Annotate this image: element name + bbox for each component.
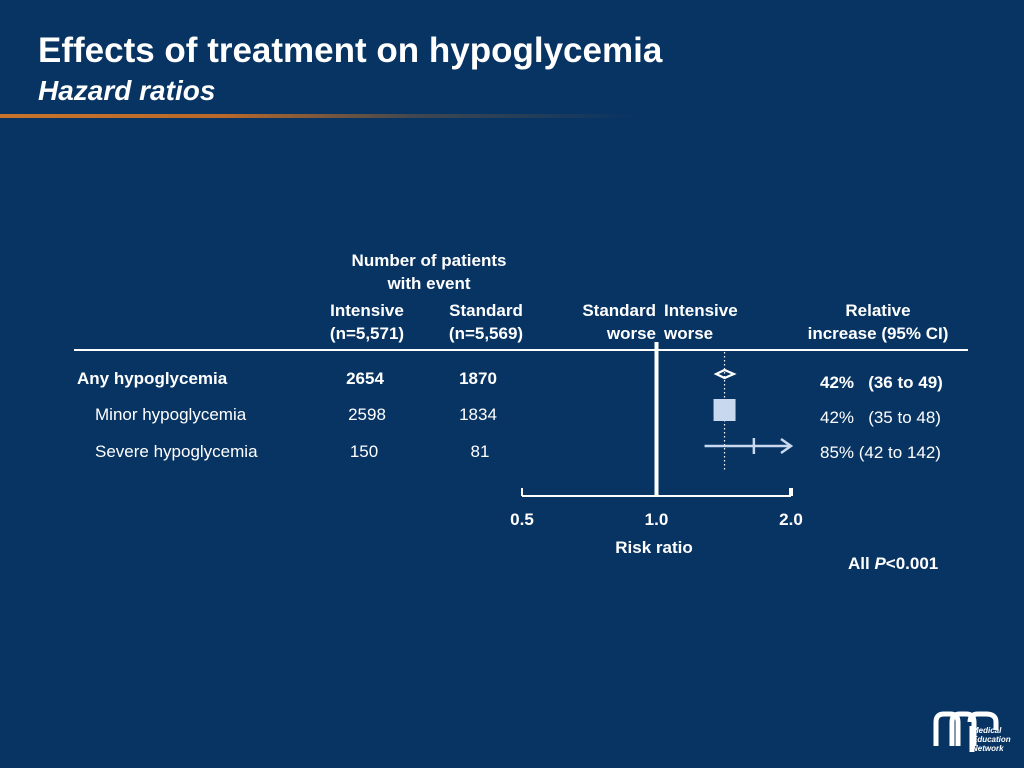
- row-any-intensive: 2654: [346, 369, 384, 388]
- patients-group-header: Number of patients with event: [351, 251, 507, 293]
- label-intensive-worse: Intensive worse: [664, 301, 738, 343]
- row-any-ci: 42% (36 to 49): [820, 373, 943, 392]
- row-label-minor: Minor hypoglycemia: [95, 405, 247, 424]
- p-value-footnote: All P<0.001: [848, 554, 938, 574]
- row-severe-intensive: 150: [349, 442, 379, 461]
- footnote-prefix: All: [848, 554, 875, 573]
- ci-arrow-2: [780, 437, 794, 455]
- x-tick-label-2: 2.0: [779, 510, 803, 529]
- row-severe-ci: 85% (42 to 142): [820, 443, 941, 462]
- col-header-relative-increase: Relative increase (95% CI): [807, 301, 949, 343]
- col-header-standard: Standard (n=5,569): [448, 301, 524, 343]
- medical-education-network-logo: [933, 711, 999, 752]
- estimate-square-1: [713, 399, 736, 421]
- logo-line-1: Medical: [972, 726, 1002, 735]
- title-underline: [0, 114, 640, 118]
- x-axis-label: Risk ratio: [615, 538, 693, 557]
- logo-text: Medical Education Network: [972, 726, 1011, 753]
- row-any-standard: 1870: [459, 369, 497, 388]
- slide-subtitle: Hazard ratios: [38, 75, 216, 106]
- header-divider: [74, 349, 968, 351]
- x-tick-label-0: 0.5: [510, 510, 534, 529]
- slide-title: Effects of treatment on hypoglycemia: [38, 31, 663, 70]
- row-minor-standard: 1834: [459, 405, 497, 424]
- estimate-diamond-0: [713, 368, 737, 380]
- x-tick-label-1: 1.0: [645, 510, 669, 529]
- row-minor-ci: 42% (35 to 48): [820, 408, 941, 427]
- row-label-severe: Severe hypoglycemia: [95, 442, 258, 461]
- label-standard-worse: Standard worse: [582, 301, 656, 343]
- col-header-intensive: Intensive (n=5,571): [329, 301, 405, 343]
- footnote-p-symbol: P: [874, 554, 886, 573]
- row-label-any: Any hypoglycemia: [77, 369, 228, 388]
- logo-line-3: Network: [972, 744, 1004, 753]
- footnote-p-value: <0.001: [885, 554, 939, 573]
- row-severe-standard: 81: [470, 442, 490, 461]
- logo-line-2: Education: [972, 735, 1011, 744]
- row-minor-intensive: 2598: [348, 405, 386, 424]
